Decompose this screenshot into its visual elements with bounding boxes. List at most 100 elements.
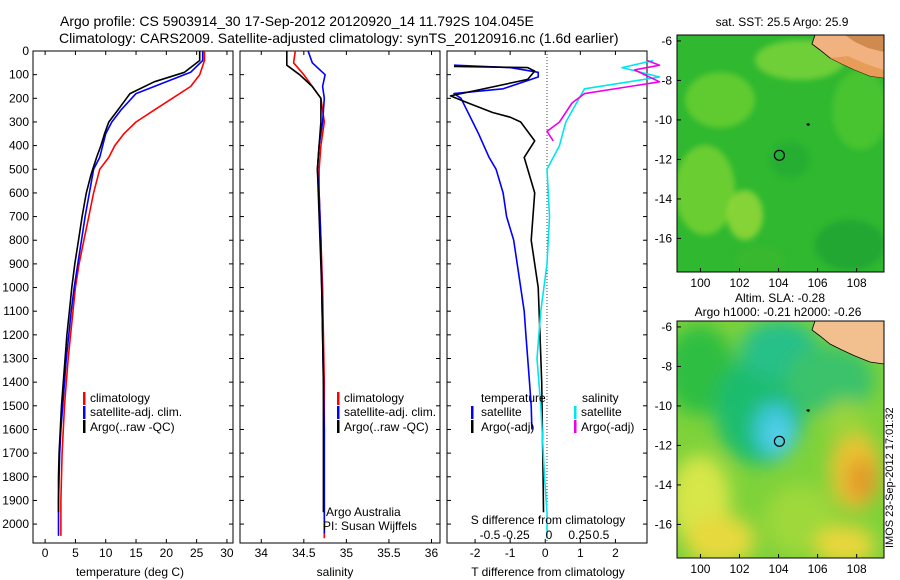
- legend-swatch-t-satellite: [471, 406, 474, 419]
- map-x-tick-label: 106: [808, 276, 828, 290]
- y-tick-label: 1400: [2, 375, 29, 389]
- x-tick-label: 35: [340, 546, 354, 560]
- legend-label-s-argo: Argo(-adj): [581, 420, 634, 434]
- argo-position-marker: [773, 149, 786, 161]
- map-y-tick-label: -10: [655, 399, 673, 413]
- series-line-temperature-satellite: [453, 64, 539, 430]
- difference-depth-ticks: [447, 50, 647, 525]
- sla-map-frame: [676, 320, 885, 559]
- legend-label-satellite: satellite-adj. clim.: [90, 405, 182, 419]
- legend-label-climatology: climatology: [344, 391, 404, 405]
- map-y-tick-label: -6: [661, 34, 672, 48]
- map-y-tick-label: -8: [661, 359, 672, 373]
- temperature-panel: 0100200300400500600700800900100011001200…: [2, 44, 234, 579]
- y-tick-label: 1900: [2, 493, 29, 507]
- map-y-tick-label: -12: [655, 152, 673, 166]
- y-tick-label: 600: [9, 186, 29, 200]
- legend-label-satellite: satellite-adj. clim.: [344, 405, 436, 419]
- sla-map-title: Altim. SLA: -0.28: [735, 291, 825, 305]
- y-tick-label: 100: [9, 68, 29, 82]
- series-line-argo-raw-qc-: [286, 51, 325, 513]
- x-tick-label: 0: [42, 546, 49, 560]
- legend-label-t-argo: Argo(-adj): [481, 420, 534, 434]
- s-difference-label: S difference from climatology: [471, 513, 626, 527]
- sst-map-image: [677, 35, 884, 272]
- map-y-tick-label: -8: [661, 73, 672, 87]
- x-tick-label: -1: [505, 546, 516, 560]
- sla-map-ticks: 100 102 104 106 108 -6 -8 -10 -12 -14 -16: [655, 320, 867, 576]
- salinity-axes-frame: [239, 50, 441, 544]
- salinity-depth-ticks: [240, 50, 440, 525]
- x-tick-label: 20: [160, 546, 174, 560]
- y-tick-label: 400: [9, 139, 29, 153]
- legend-label-argo: Argo(..raw -QC): [90, 420, 175, 434]
- x-tick-label: 34: [255, 546, 269, 560]
- difference-series: [449, 59, 661, 539]
- legend-swatch-satellite: [83, 406, 86, 419]
- sst-map-panel: sat. SST: 25.5 Argo: 25.9 100 102 104 106 10…: [655, 15, 885, 290]
- map-x-tick-label: 102: [729, 276, 749, 290]
- map-y-tick-label: -14: [655, 478, 673, 492]
- map-x-tick-label: 100: [690, 562, 710, 576]
- series-line-temperature-argo-adj-: [449, 65, 545, 513]
- salinity-legend: climatology satellite-adj. clim. Argo(..…: [337, 391, 436, 434]
- s-tick-label: 0.25: [568, 528, 592, 542]
- legend-title-salinity: salinity: [582, 391, 619, 405]
- map-y-tick-label: -12: [655, 438, 673, 452]
- y-tick-label: 900: [9, 257, 29, 271]
- y-tick-label: 1800: [2, 470, 29, 484]
- legend-swatch-t-argo: [471, 420, 474, 433]
- x-tick-label: 30: [220, 546, 234, 560]
- y-tick-label: 0: [22, 44, 29, 58]
- sla-map-panel: Altim. SLA: -0.28 Argo h1000: -0.21 h200…: [655, 291, 885, 576]
- salinity-xlabel: salinity: [317, 565, 354, 579]
- figure-title-line1: Argo profile: CS 5903914_30 17-Sep-2012 …: [60, 13, 534, 29]
- map-x-tick-label: 108: [847, 276, 867, 290]
- s-difference-ticks: -0.5 -0.25 0 0.25 0.5: [480, 528, 610, 542]
- sla-map-image: [677, 321, 884, 558]
- salinity-panel: 34 34.5 35 35.5 36 salinity climatology sate…: [239, 50, 441, 579]
- y-tick-label: 1000: [2, 281, 29, 295]
- y-tick-label: 1500: [2, 399, 29, 413]
- x-tick-label: 0: [542, 546, 549, 560]
- credit-text: Argo Australia: [326, 505, 401, 519]
- difference-panel: -2 -1 0 1 2 S difference from climatology -0…: [446, 50, 661, 579]
- series-line-argo-raw-qc-: [57, 51, 201, 513]
- map-x-tick-label: 102: [729, 562, 749, 576]
- s-tick-label: 0: [546, 528, 553, 542]
- series-line-salinity-argo-adj-: [546, 59, 661, 142]
- s-tick-label: -0.25: [502, 528, 530, 542]
- sla-map-subtitle: Argo h1000: -0.21 h2000: -0.26: [695, 305, 862, 319]
- s-tick-label: -0.5: [480, 528, 501, 542]
- x-tick-label: -2: [470, 546, 481, 560]
- timestamp-text: IMOS 23-Sep-2012 17:01:32: [884, 407, 896, 548]
- difference-legend: temperature satellite Argo(-adj) salinit…: [471, 391, 634, 434]
- map-x-tick-label: 100: [690, 276, 710, 290]
- series-line-climatology: [60, 51, 206, 536]
- x-tick-label: 35.5: [377, 546, 401, 560]
- legend-swatch-s-argo: [574, 420, 577, 433]
- map-y-tick-label: -10: [655, 113, 673, 127]
- y-tick-label: 800: [9, 233, 29, 247]
- figure-title-line2: Climatology: CARS2009. Satellite-adjuste…: [59, 30, 619, 46]
- y-tick-label: 300: [9, 115, 29, 129]
- temperature-axes-frame: [32, 50, 234, 544]
- depth-axis-ticks: 0 100 200 300 400 500 600 700 800 900 1000 1100 1200…: [2, 44, 233, 531]
- y-tick-label: 1300: [2, 352, 29, 366]
- legend-title-temperature: temperature: [481, 391, 546, 405]
- y-tick-label: 2000: [2, 517, 29, 531]
- x-tick-label: 1: [577, 546, 584, 560]
- x-tick-label: 36: [425, 546, 439, 560]
- legend-label-climatology: climatology: [90, 391, 150, 405]
- y-tick-label: 200: [9, 91, 29, 105]
- salinity-axis-ticks: 34 34.5 35 35.5 36: [255, 51, 439, 560]
- y-tick-label: 1100: [3, 304, 29, 318]
- temperature-series: [57, 51, 206, 536]
- map-y-tick-label: -14: [655, 192, 673, 206]
- temperature-axis-ticks: 0 5 10 15 20 25 30: [42, 51, 234, 560]
- x-tick-label: 15: [129, 546, 143, 560]
- sst-map-ticks: 100 102 104 106 108 -6 -8 -10 -12 -14 -16: [655, 34, 867, 290]
- s-tick-label: 0.5: [593, 528, 610, 542]
- series-line-salinity-satellite: [536, 59, 661, 539]
